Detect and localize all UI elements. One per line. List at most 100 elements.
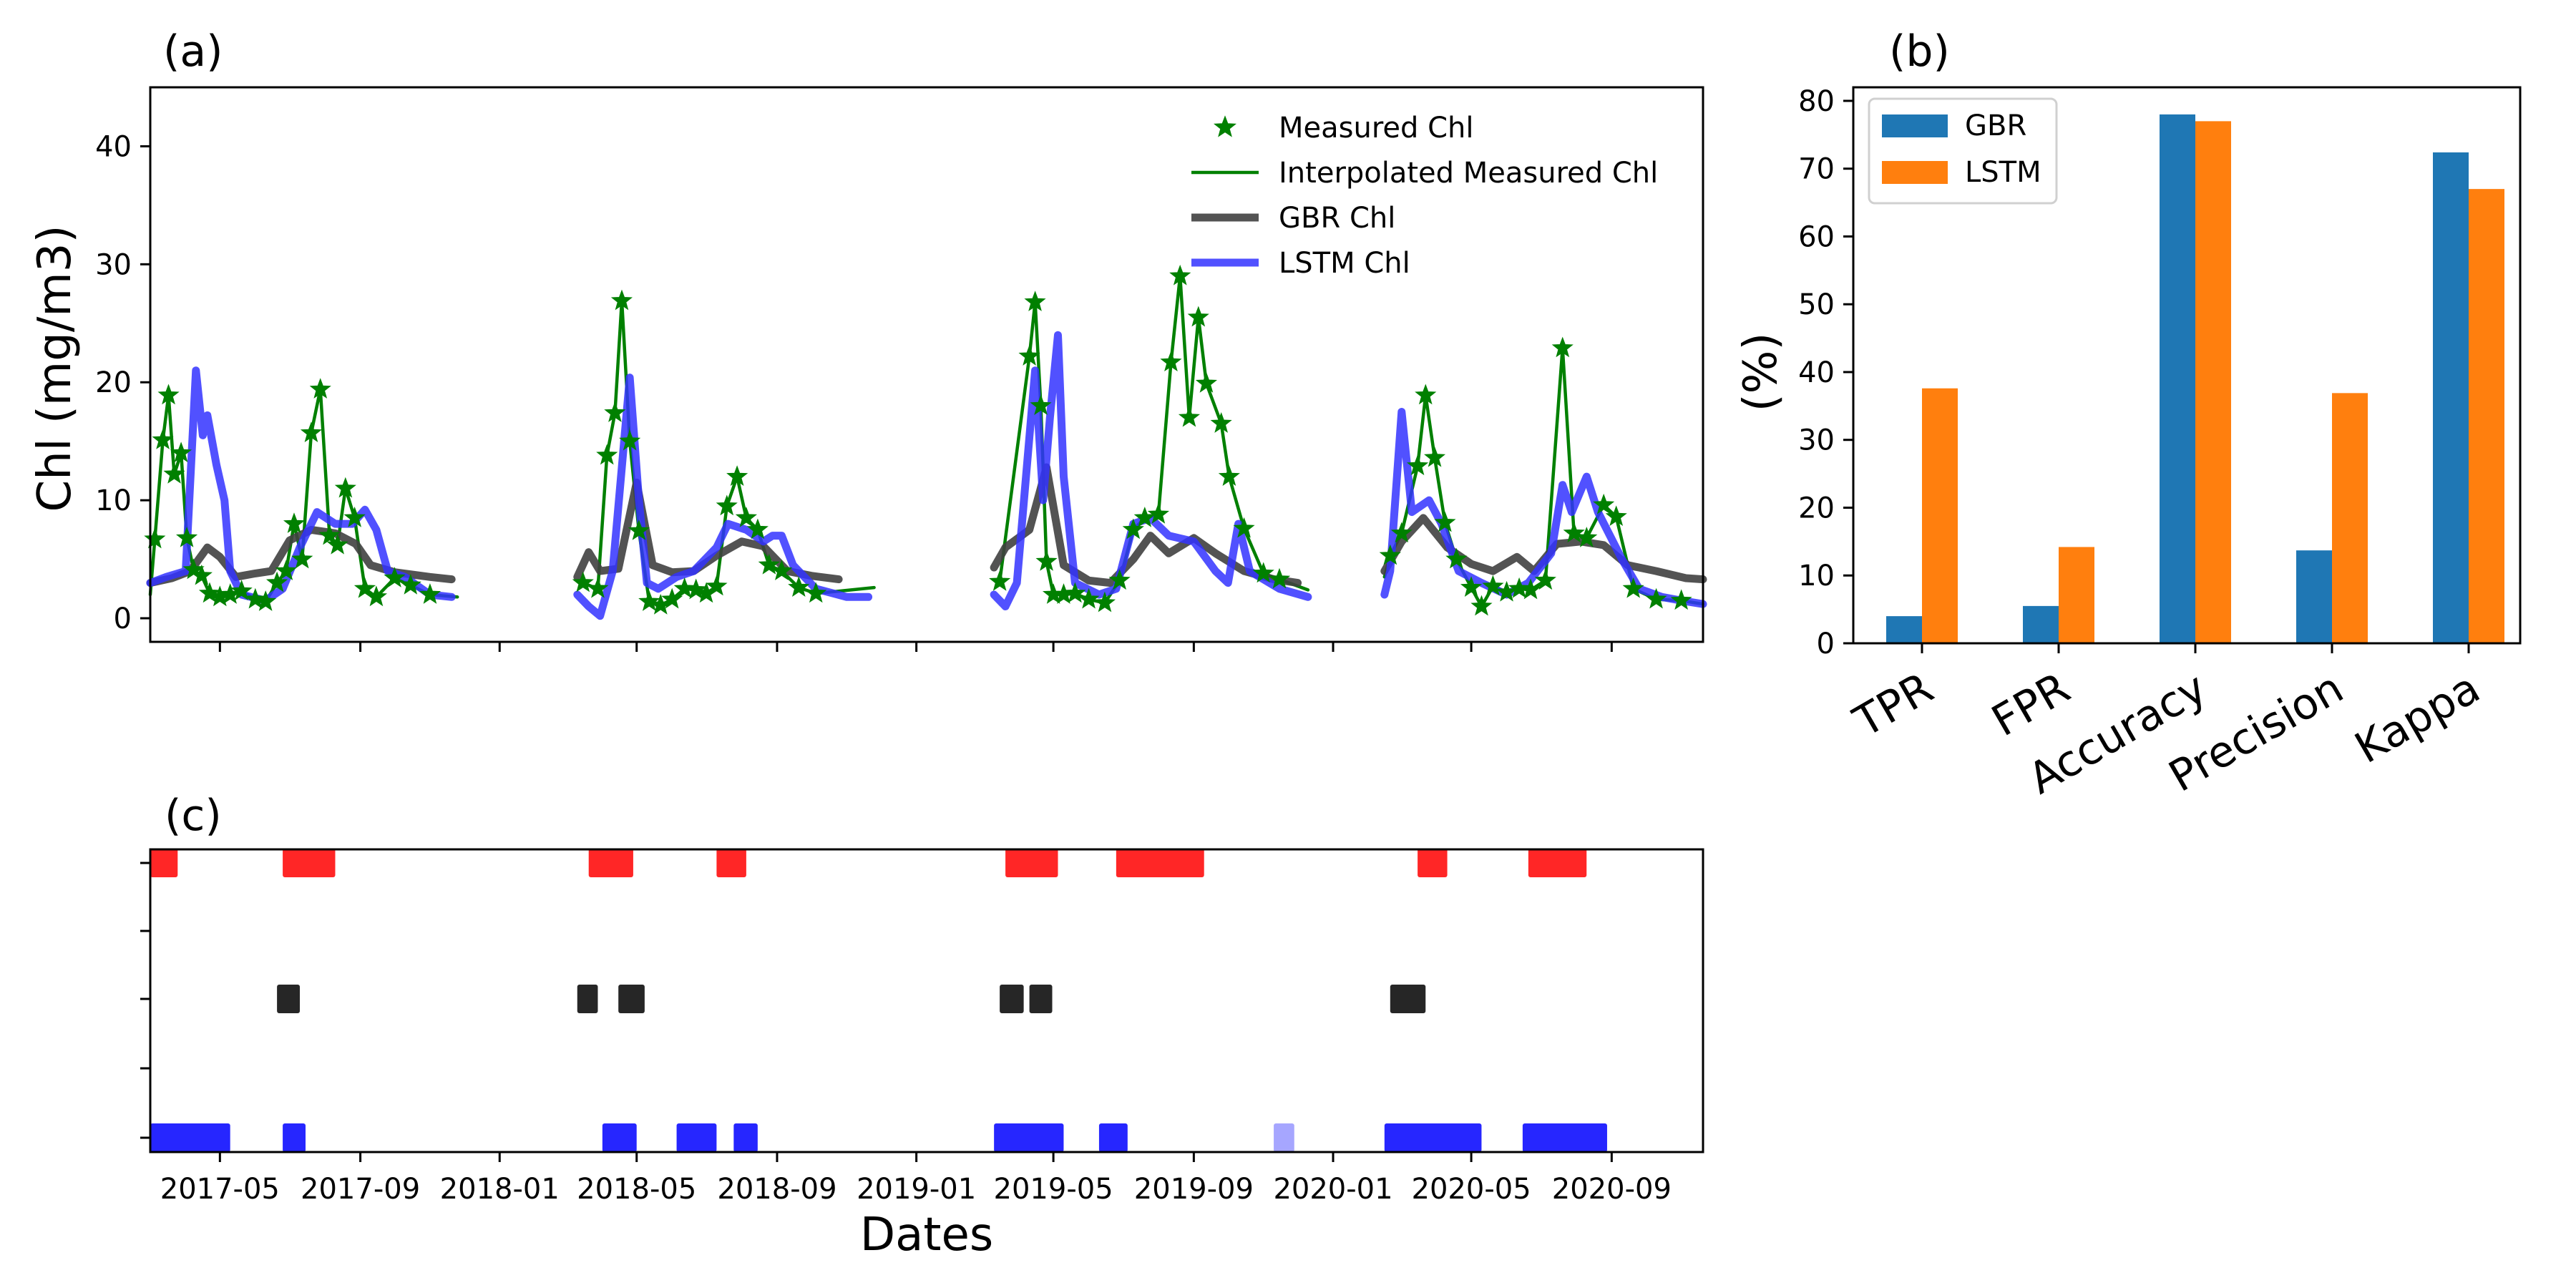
panel-a-plot-area [144,264,1707,620]
event-bottom-6 [994,1123,1064,1152]
panel-c-frame [149,848,1704,1153]
panel-a-y-tick-label: 0 [114,602,132,635]
event-bottom-10 [1522,1123,1607,1152]
measured-chl-point-95 [1622,577,1644,598]
measured-chl-point-31 [587,577,609,598]
measured-chl-point-6 [175,527,198,547]
panel-c-x-tick-label: 2019-05 [994,1173,1113,1206]
event-top-7 [1418,849,1448,877]
panel-c-x-tick-label: 2018-01 [440,1173,560,1206]
measured-chl-point-85 [1482,575,1504,596]
measured-chl-point-91 [1563,522,1585,543]
measured-chl-point-94 [1605,505,1627,526]
panel-b-y-tick-label: 70 [1798,153,1835,186]
bar-lstm-kappa [2469,189,2504,643]
measured-chl-point-75 [1269,567,1291,589]
bar-gbr-kappa [2433,152,2469,644]
measured-chl-point-72 [1218,465,1240,487]
measured-chl-point-87 [1508,577,1531,598]
event-top-3 [588,849,633,877]
measured-chl-point-70 [1195,372,1218,393]
panel-b-legend-frame [1868,97,2058,205]
measured-chl-point-9 [198,582,220,603]
legend-gbr-chl-label: GBR Chl [1279,202,1395,235]
measured-chl-point-12 [230,580,253,600]
measured-chl-point-15 [265,571,288,592]
measured-chl-point-20 [309,378,331,399]
panel-c-x-tick-label: 2020-09 [1552,1173,1672,1206]
panel-c-x-tick-label: 2019-09 [1134,1173,1254,1206]
bar-lstm-precision [2332,393,2368,643]
event-bottom-1 [150,1123,230,1152]
panel-a-y-axis-label: Chl (mg/m3) [29,225,82,512]
panel-c-x-tick-label: 2018-05 [577,1173,696,1206]
measured-chl-point-2 [152,429,174,449]
measured-chl-point-19 [300,421,322,443]
panel-c-plot-area [150,849,1607,1152]
measured-chl-point-37 [638,590,660,611]
bar-gbr-fpr [2023,605,2059,643]
legend-measured-chl-label: Measured Chl [1279,112,1474,145]
panel-a-y-tick-label: 30 [95,248,132,281]
bar-lstm-tpr [1922,388,1958,643]
measured-chl-point-86 [1496,580,1518,602]
measured-chl-point-40 [673,577,696,598]
measured-chl-point-34 [610,289,633,311]
event-middle-6 [1390,985,1426,1013]
measured-chl-point-36 [628,519,650,540]
measured-chl-point-24 [343,507,366,527]
panel-a-legend: Measured Chl Interpolated Measured Chl GBR… [1191,112,1658,280]
panel-b-y-tick-label: 0 [1817,628,1835,660]
legend-gbr-swatch [1882,114,1948,137]
measured-chl-point-46 [735,507,758,527]
measured-chl-point-47 [746,518,769,540]
panel-b-y-ticks: 0 10 20 30 40 50 60 70 80 [1798,85,1853,660]
panel-a-x-ticks [218,642,1613,652]
panel-c-x-axis-label: Dates [860,1209,993,1262]
legend-lstm-label: LSTM [1965,156,2041,189]
measured-chl-point-90 [1551,336,1574,358]
measured-chl-point-77 [1390,522,1413,543]
measured-chl-point-92 [1576,527,1598,547]
measured-chl-point-67 [1169,264,1191,286]
measured-chl-point-5 [170,441,192,463]
event-top-4 [716,849,746,877]
event-bottom-7 [1098,1123,1128,1152]
panel-b-y-tick-label: 60 [1798,220,1835,253]
measured-chl-point-62 [1108,569,1131,590]
measured-chl-point-81 [1434,511,1456,532]
measured-chl-point-32 [596,444,618,465]
panel-b-x-tick-label-kappa: Kappa [2347,663,2489,774]
panel-b-legend: GBR LSTM [1868,97,2058,205]
bar-gbr-precision [2296,550,2332,643]
event-bottom-9 [1384,1123,1482,1152]
measured-chl-point-8 [190,564,213,585]
measured-chl-point-51 [805,582,827,603]
measured-chl-point-79 [1415,384,1437,405]
measured-chl-point-83 [1460,576,1483,597]
panel-a-y-ticks: 0 10 20 30 40 [95,130,150,635]
measured-chl-point-74 [1252,562,1274,583]
measured-chl-point-61 [1093,591,1116,613]
measured-chl-point-18 [291,547,313,569]
bar-lstm-accuracy [2195,121,2231,643]
measured-chl-point-25 [353,577,376,598]
panel-b-y-tick-label: 40 [1798,356,1835,389]
measured-chl-point-65 [1147,503,1170,524]
measured-chl-point-88 [1519,578,1542,600]
panel-b-y-tick-label: 20 [1798,492,1835,525]
event-top-1 [150,849,178,877]
measured-chl-point-26 [365,585,388,607]
legend-interpolated-measured-chl-label: Interpolated Measured Chl [1279,157,1658,190]
measured-chl-point-4 [163,463,185,484]
panel-c-y-ticks [140,862,150,1139]
measured-chl-point-54 [1024,291,1046,311]
measured-chl-point-41 [685,578,707,600]
measured-chl-point-76 [1379,544,1401,565]
legend-lstm-chl-label: LSTM Chl [1279,247,1410,280]
measured-chl-point-33 [604,401,626,422]
lstm-chl-line-segment-4 [1380,408,1707,608]
event-middle-3 [618,985,645,1013]
measured-chl-point-60 [1078,587,1100,609]
